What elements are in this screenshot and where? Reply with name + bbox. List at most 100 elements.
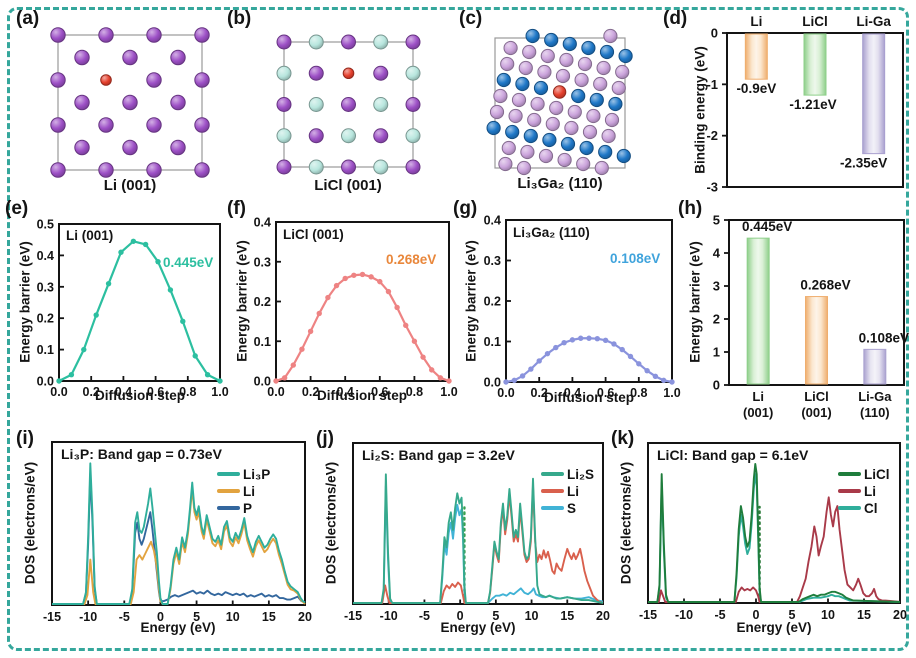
svg-text:0.4: 0.4 [254, 216, 271, 230]
chart-j: -15 -10 -5 0 5 10 15 20 Li₂S Li S [344, 442, 610, 623]
ylabel-dos-k: DOS (electrons/eV) [618, 461, 634, 585]
svg-text:0.2: 0.2 [484, 295, 501, 309]
svg-text:Li₂S: Li₂S [567, 467, 594, 482]
crystal-structures [50, 27, 633, 178]
svg-text:20: 20 [893, 608, 907, 622]
svg-text:0.4: 0.4 [484, 214, 501, 228]
svg-text:Li-Ga: Li-Ga [858, 389, 892, 404]
svg-text:0: 0 [753, 608, 760, 622]
svg-text:-10: -10 [675, 608, 693, 622]
svg-text:0: 0 [157, 610, 164, 624]
ylabel-binding-energy: Binding energy (eV) [692, 46, 708, 174]
dos-title-licl: LiCl: Band gap = 6.1eV [657, 447, 809, 463]
panel-letter-h: (h) [678, 198, 703, 219]
caption-licl-001: LiCl (001) [314, 177, 382, 194]
svg-text:0.4: 0.4 [115, 385, 132, 399]
annotation-barrier-e: 0.445eV [163, 255, 214, 270]
svg-text:-2: -2 [706, 128, 718, 143]
ylabel-energy-barrier-f: Energy barrier (eV) [234, 240, 250, 362]
svg-text:0.1: 0.1 [37, 343, 54, 357]
svg-text:Li: Li [750, 14, 762, 29]
svg-text:15: 15 [262, 610, 276, 624]
svg-text:1.0: 1.0 [663, 386, 680, 400]
panel-letter-c: (c) [459, 8, 483, 29]
svg-text:Cl: Cl [864, 501, 878, 516]
svg-text:-15: -15 [43, 610, 61, 624]
svg-text:0.3: 0.3 [484, 254, 501, 268]
svg-text:4: 4 [713, 246, 721, 261]
xlabel-diffusion-step-g: Diffusion step [544, 390, 634, 405]
svg-text:-10: -10 [79, 610, 97, 624]
dos-title-li2s: Li₂S: Band gap = 3.2eV [362, 447, 515, 463]
annotation-barrier-g: 0.108eV [610, 251, 661, 266]
svg-text:0.8: 0.8 [630, 386, 647, 400]
svg-text:0.0: 0.0 [484, 376, 501, 390]
svg-text:P: P [243, 501, 252, 516]
svg-text:0.6: 0.6 [147, 385, 164, 399]
svg-text:1.0: 1.0 [211, 385, 228, 399]
svg-text:0.2: 0.2 [254, 295, 271, 309]
svg-text:LiCl: LiCl [804, 389, 829, 404]
caption-li-001: Li (001) [103, 177, 157, 194]
svg-text:0.2: 0.2 [83, 385, 100, 399]
svg-text:0.4: 0.4 [337, 385, 354, 399]
svg-text:(001): (001) [743, 405, 773, 420]
svg-text:10: 10 [226, 610, 240, 624]
xlabel-energy-j: Energy (eV) [440, 620, 516, 635]
annotation-barrier-f: 0.268eV [386, 252, 437, 267]
svg-text:0.0: 0.0 [37, 375, 54, 389]
svg-text:0: 0 [457, 609, 464, 623]
svg-text:0.2: 0.2 [302, 385, 319, 399]
svg-text:0.4: 0.4 [37, 249, 54, 263]
plot-title-li3ga2-110: Li₃Ga₂ (110) [513, 225, 590, 240]
svg-text:3: 3 [713, 279, 720, 294]
svg-text:Li: Li [752, 389, 764, 404]
svg-text:-5: -5 [419, 609, 430, 623]
panel-letter-j: (j) [316, 428, 334, 449]
panel-letter-b: (b) [227, 8, 252, 29]
svg-text:-15: -15 [639, 608, 657, 622]
svg-text:10: 10 [821, 608, 835, 622]
svg-text:15: 15 [857, 608, 871, 622]
svg-text:0.0: 0.0 [497, 386, 514, 400]
svg-text:0.2: 0.2 [37, 312, 54, 326]
svg-text:0.445eV: 0.445eV [742, 219, 792, 234]
caption-li3ga2-110: Li₃Ga₂ (110) [517, 175, 603, 192]
svg-text:20: 20 [596, 609, 610, 623]
svg-text:0.2: 0.2 [531, 386, 548, 400]
svg-text:1: 1 [713, 345, 720, 360]
panel-letter-f: (f) [227, 198, 246, 219]
panel-letter-d: (d) [663, 8, 688, 29]
panel-letter-a: (a) [16, 8, 40, 29]
ylabel-dos-j: DOS (electrons/eV) [323, 461, 339, 585]
svg-text:-0.9eV: -0.9eV [736, 81, 776, 96]
svg-text:0.1: 0.1 [254, 335, 271, 349]
svg-text:10: 10 [525, 609, 539, 623]
xlabel-diffusion-step-f: Diffusion step [317, 388, 407, 403]
chart-d: 0 -1 -2 -3 -0.9eV Li -1.21eV LiCl -2.35eV Li-Ga [706, 14, 904, 195]
svg-text:0.8: 0.8 [406, 385, 423, 399]
svg-text:0.8: 0.8 [179, 385, 196, 399]
panel-letter-k: (k) [611, 428, 635, 449]
svg-text:(110): (110) [860, 405, 890, 420]
dos-title-li3p: Li₃P: Band gap = 0.73eV [61, 446, 222, 462]
svg-text:-10: -10 [380, 609, 398, 623]
svg-text:Li-Ga: Li-Ga [856, 14, 891, 29]
svg-text:-3: -3 [706, 180, 718, 195]
chart-g: 0.0 0.1 0.2 0.3 0.4 0.0 0.2 0.4 0.6 0.8 1.0 [484, 214, 681, 401]
svg-text:0.6: 0.6 [597, 386, 614, 400]
xlabel-energy-k: Energy (eV) [736, 620, 812, 635]
plot-title-licl-001: LiCl (001) [283, 227, 344, 242]
svg-text:0.6: 0.6 [371, 385, 388, 399]
svg-text:-5: -5 [119, 610, 130, 624]
svg-text:0.268eV: 0.268eV [800, 278, 850, 293]
svg-text:0.1: 0.1 [484, 335, 501, 349]
svg-text:0: 0 [713, 378, 720, 393]
svg-text:20: 20 [298, 610, 312, 624]
svg-text:0: 0 [711, 26, 718, 41]
svg-text:-1: -1 [706, 77, 718, 92]
chart-f: 0.0 0.1 0.2 0.3 0.4 0.0 0.2 0.4 0.6 0.8 1.0 [254, 216, 458, 400]
svg-text:0.5: 0.5 [37, 218, 54, 232]
